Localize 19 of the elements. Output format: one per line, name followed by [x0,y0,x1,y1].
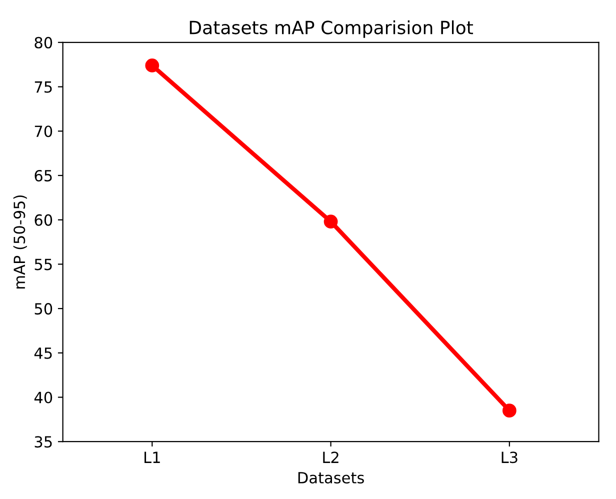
point [145,58,160,72]
x-tick-label: L1 [144,452,160,463]
y-tick-label: 55 [34,258,52,270]
y-axis-title: mAP (50-95) [13,195,27,288]
chart-title: Datasets mAP Comparision Plot [190,20,474,38]
x-tick-label: L2 [323,452,338,463]
y-tick-label: 60 [34,214,52,226]
y-tick-label: 75 [34,81,52,93]
y-tick-label: 50 [34,303,52,315]
point [502,404,516,418]
y-tick-label: 35 [34,436,52,448]
point [324,214,338,229]
x-tick-label: L3 [502,452,518,464]
y-tick-label: 40 [34,392,52,404]
y-tick-label: 70 [34,126,52,138]
y-tick-label: 80 [34,36,52,48]
x-axis-title: Datasets [298,472,364,484]
y-tick-label: 65 [34,170,52,182]
y-tick-label: 45 [34,348,52,359]
